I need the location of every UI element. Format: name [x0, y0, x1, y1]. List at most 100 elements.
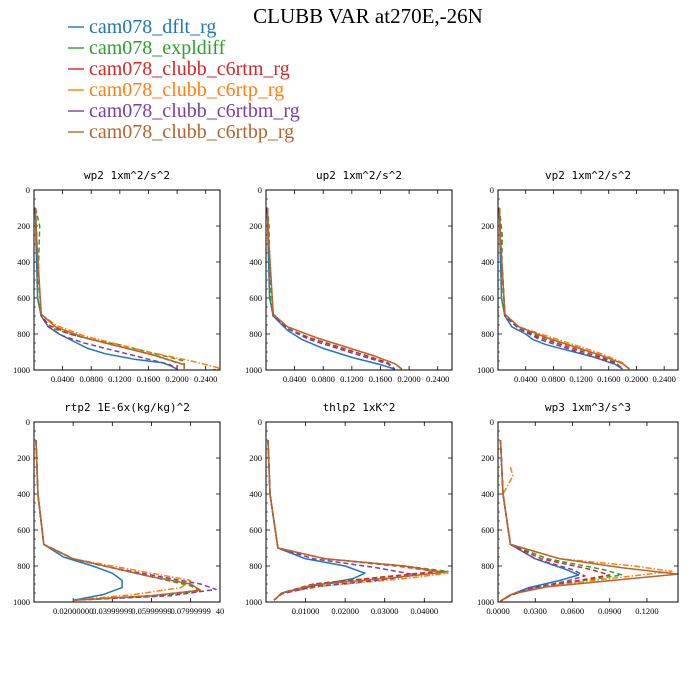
plot-frame [33, 189, 221, 371]
y-tick-label: 600 [481, 293, 494, 303]
y-tick-label: 400 [17, 257, 30, 267]
y-tick-label: 400 [249, 489, 262, 499]
series-line [266, 207, 396, 370]
panel-title: rtp2 1E-6x(kg/kg)^2 [64, 401, 190, 414]
y-tick-label: 200 [17, 453, 30, 463]
plot-frame [265, 421, 453, 603]
x-tick-label: 0.05999999 [131, 606, 171, 616]
legend-entry: cam078_clubb_c6rtbp_rg [89, 121, 294, 143]
legend-entry: cam078_dflt_rg [89, 16, 216, 38]
x-tick-label: 0.01000 [292, 606, 320, 616]
y-tick-label: 0 [258, 417, 262, 427]
series-line [35, 439, 202, 601]
legend-entry: cam078_clubb_c6rtm_rg [89, 58, 290, 80]
y-tick-label: 1000 [13, 365, 30, 375]
y-tick-label: 0 [26, 185, 30, 195]
series-line [498, 207, 630, 370]
x-tick-label: 0.07999999 [170, 606, 210, 616]
x-tick-label: 0.1600 [369, 374, 392, 384]
x-tick-label: 0.03000 [371, 606, 399, 616]
x-tick-label: 0.02000 [331, 606, 359, 616]
series-line [34, 207, 185, 370]
panel-title: thlp2 1xK^2 [323, 401, 396, 414]
y-tick-label: 1000 [245, 365, 262, 375]
series-line [499, 439, 611, 602]
y-tick-label: 0 [26, 417, 30, 427]
y-tick-label: 800 [481, 561, 494, 571]
series-line [35, 439, 192, 601]
y-tick-label: 200 [481, 453, 494, 463]
series-line [498, 207, 631, 370]
y-tick-label: 200 [17, 221, 30, 231]
y-tick-label: 400 [17, 489, 30, 499]
x-tick-label: 0.0800 [312, 374, 335, 384]
y-tick-label: 1000 [477, 597, 494, 607]
series-line [499, 439, 623, 602]
chart-panel: thlp2 1xK^2 0 200 400 600 800 1000 0.01000 0.020… [245, 401, 453, 616]
plot-frame [497, 189, 679, 371]
x-tick-label: 0.0900 [598, 606, 621, 616]
series-line [35, 439, 202, 601]
plot-frame [33, 421, 221, 603]
series-line [35, 439, 123, 601]
x-tick-label: 0.0600 [561, 606, 584, 616]
panels: wp2 1xm^2/s^2 0 200 400 600 800 1000 0.0400 0.08… [13, 169, 679, 616]
x-tick-label: 0.1200 [635, 606, 658, 616]
panel-title: wp2 1xm^2/s^2 [84, 169, 170, 182]
y-tick-label: 600 [249, 525, 262, 535]
series-line [34, 207, 178, 370]
x-tick-label: 0.2400 [652, 374, 675, 384]
y-tick-label: 800 [249, 329, 262, 339]
series-line [35, 439, 202, 601]
x-tick-label: 0.0000 [486, 606, 509, 616]
y-tick-label: 600 [17, 525, 30, 535]
series-line [34, 207, 178, 370]
chart-panel: wp2 1xm^2/s^2 0 200 400 600 800 1000 0.0400 0.08… [13, 169, 221, 384]
y-tick-label: 200 [249, 221, 262, 231]
series-line [267, 439, 445, 601]
x-tick-label: 0.0800 [80, 374, 103, 384]
y-tick-label: 600 [17, 293, 30, 303]
x-tick-label: 0.1600 [597, 374, 620, 384]
y-tick-label: 200 [481, 221, 494, 231]
series-line [266, 207, 403, 370]
x-tick-label: 0.04000 [410, 606, 438, 616]
series-line [267, 439, 418, 601]
y-tick-label: 0 [490, 417, 494, 427]
x-tick-label: 0.2400 [194, 374, 217, 384]
y-tick-label: 1000 [13, 597, 30, 607]
legend-entry: cam078_expldiff [89, 37, 226, 59]
series-line [499, 439, 586, 602]
legend: cam078_dflt_rgcam078_expldiffcam078_club… [68, 16, 300, 143]
x-tick-label: 0.1200 [340, 374, 363, 384]
x-tick-label: 0.0400 [51, 374, 74, 384]
series-line [267, 439, 366, 601]
series-line [34, 207, 185, 370]
series-line [500, 466, 673, 602]
series-line [34, 207, 221, 371]
y-tick-label: 600 [481, 525, 494, 535]
panel-title: vp2 1xm^2/s^2 [545, 169, 631, 182]
y-tick-label: 800 [17, 561, 30, 571]
series-line [499, 439, 679, 602]
plot-frame [265, 189, 453, 371]
x-tick-label: 0.03999999 [92, 606, 132, 616]
y-tick-label: 400 [249, 257, 262, 267]
chart-panel: up2 1xm^2/s^2 0 200 400 600 800 1000 0.0400 0.08… [245, 169, 453, 384]
series-line [498, 207, 624, 370]
legend-entry: cam078_clubb_c6rtp_rg [89, 79, 284, 101]
chart-panel: rtp2 1E-6x(kg/kg)^2 0 200 400 600 800 1000 0.02… [13, 401, 224, 616]
series-line [499, 439, 580, 602]
y-tick-label: 1000 [477, 365, 494, 375]
y-tick-label: 1000 [245, 597, 262, 607]
x-tick-label: 0.0400 [283, 374, 306, 384]
y-tick-label: 200 [249, 453, 262, 463]
y-tick-label: 600 [249, 293, 262, 303]
plot-frame [497, 421, 679, 603]
y-tick-label: 0 [490, 185, 494, 195]
y-tick-label: 800 [481, 329, 494, 339]
series-line [34, 207, 178, 370]
legend-entry: cam078_clubb_c6rtbm_rg [89, 100, 300, 122]
